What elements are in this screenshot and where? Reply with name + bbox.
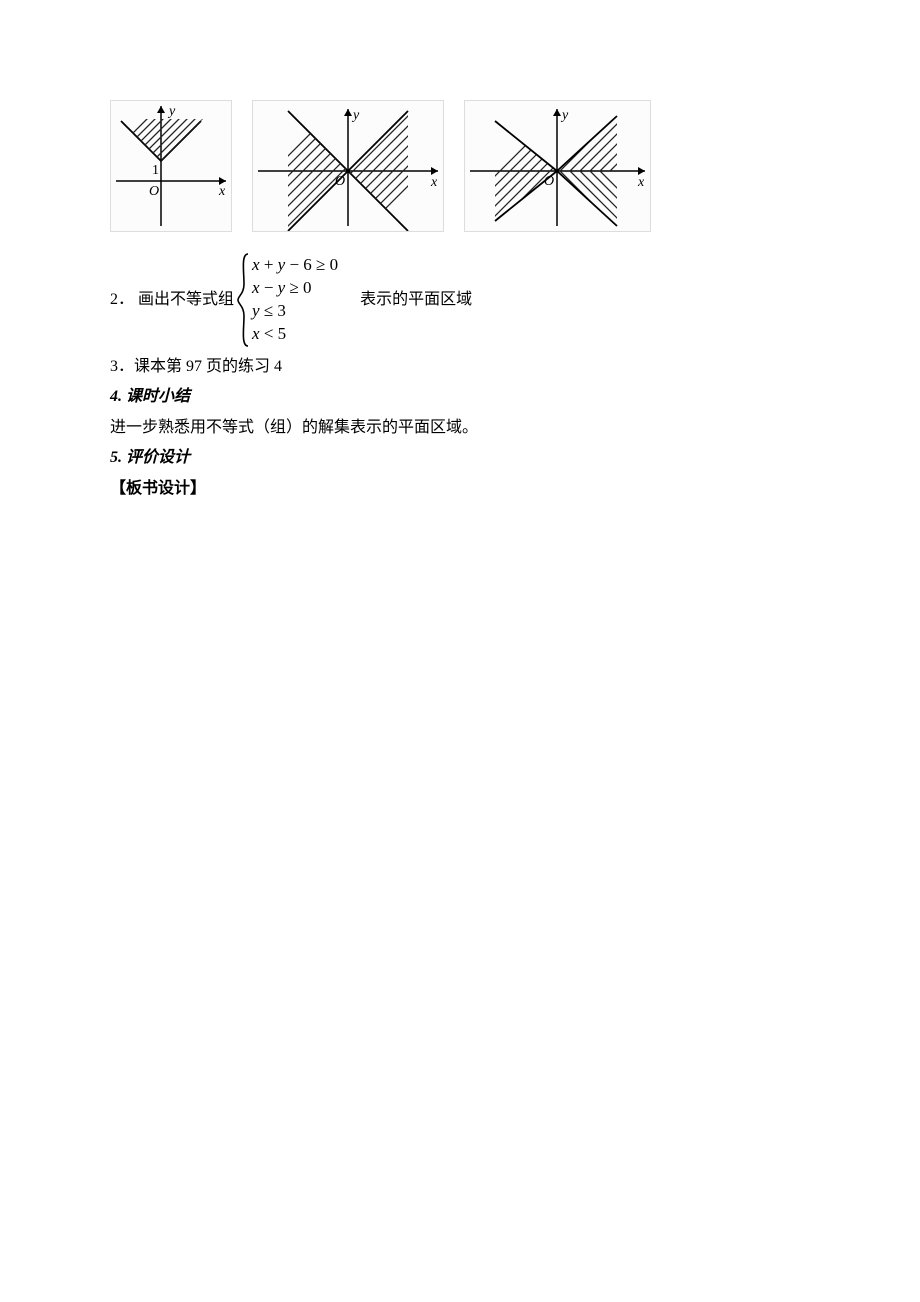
problem-3: 3．课本第 97 页的练习 4 — [110, 352, 810, 382]
inequality-line-2: x − y ≥ 0 — [252, 277, 338, 300]
section-5-heading: 5. 评价设计 — [110, 443, 810, 473]
svg-text:O: O — [544, 174, 554, 189]
board-design-heading: 【板书设计】 — [110, 474, 810, 504]
diagram-1: y x O 1 — [110, 100, 232, 232]
brace-lines: x + y − 6 ≥ 0 x − y ≥ 0 y ≤ 3 x < 5 — [250, 254, 338, 346]
section-4-body: 进一步熟悉用不等式（组）的解集表示的平面区域。 — [110, 413, 810, 443]
problem-2-number: 2． — [110, 287, 134, 313]
inequality-line-4: x < 5 — [252, 323, 338, 346]
problem-2-suffix: 表示的平面区域 — [360, 287, 472, 313]
problem-2-prefix: 画出不等式组 — [138, 287, 234, 313]
diagrams-row: y x O 1 — [110, 100, 810, 232]
svg-text:y: y — [351, 108, 360, 123]
svg-text:x: x — [430, 175, 438, 190]
diagram-3: y x O — [464, 100, 651, 232]
diagram-2: y x O — [252, 100, 444, 232]
problem-2: 2． 画出不等式组 x + y − 6 ≥ 0 x − y ≥ 0 y ≤ 3 … — [110, 252, 810, 348]
document-page: y x O 1 — [0, 0, 920, 504]
section-4-heading: 4. 课时小结 — [110, 382, 810, 412]
svg-text:O: O — [149, 184, 159, 199]
left-brace-icon — [236, 252, 250, 348]
svg-text:1: 1 — [152, 163, 159, 178]
svg-text:O: O — [335, 174, 345, 189]
brace-group: x + y − 6 ≥ 0 x − y ≥ 0 y ≤ 3 x < 5 — [236, 252, 338, 348]
inequality-line-3: y ≤ 3 — [252, 300, 338, 323]
svg-text:y: y — [560, 108, 569, 123]
inequality-line-1: x + y − 6 ≥ 0 — [252, 254, 338, 277]
svg-text:x: x — [637, 175, 645, 190]
svg-text:x: x — [218, 184, 226, 199]
svg-text:y: y — [167, 104, 176, 119]
